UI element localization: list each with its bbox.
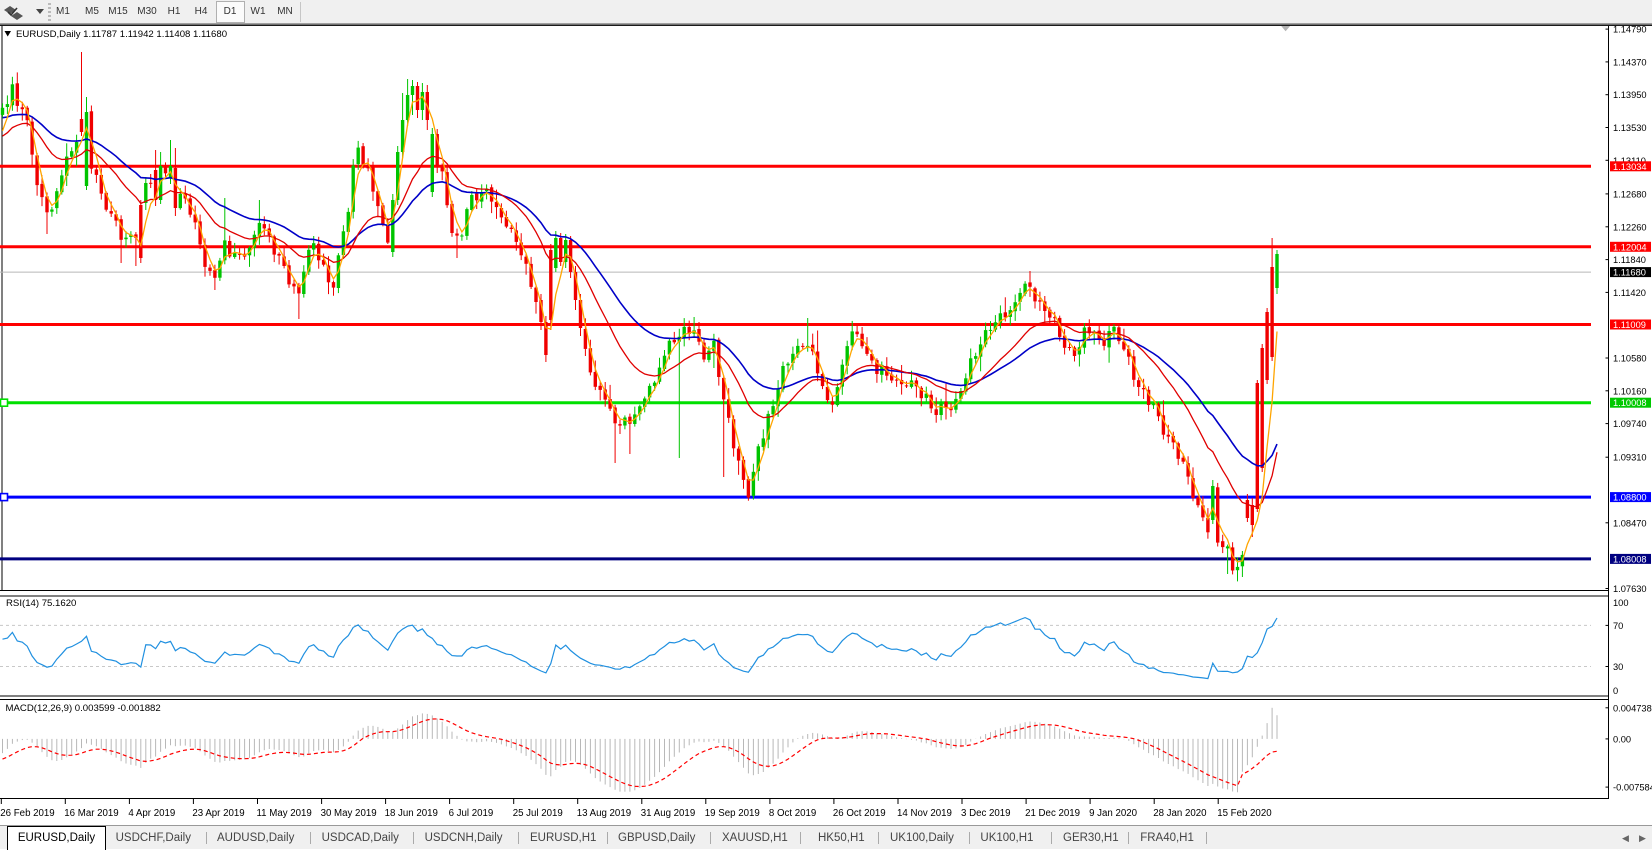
svg-text:0.00: 0.00: [1613, 734, 1631, 744]
svg-text:MACD(12,26,9) 0.003599 -0.0018: MACD(12,26,9) 0.003599 -0.001882: [6, 703, 161, 714]
svg-text:EURUSD,Daily 1.11787 1.11942: EURUSD,Daily 1.11787 1.11942 1.11408 1.1…: [16, 29, 227, 40]
svg-text:1.09740: 1.09740: [1613, 419, 1647, 429]
svg-text:18 Jun 2019: 18 Jun 2019: [385, 808, 438, 819]
svg-text:14 Nov 2019: 14 Nov 2019: [897, 808, 952, 819]
svg-text:1.08008: 1.08008: [1613, 554, 1647, 564]
svg-text:6 Jul 2019: 6 Jul 2019: [449, 808, 494, 819]
svg-text:30 May 2019: 30 May 2019: [321, 808, 377, 819]
svg-text:25 Jul 2019: 25 Jul 2019: [513, 808, 563, 819]
svg-text:1.13110: 1.13110: [1613, 156, 1646, 166]
svg-text:1.14790: 1.14790: [1613, 25, 1647, 35]
svg-text:1.12680: 1.12680: [1613, 189, 1647, 199]
svg-text:1.13034: 1.13034: [1613, 162, 1647, 172]
svg-text:31 Aug 2019: 31 Aug 2019: [641, 808, 695, 819]
svg-text:1.10580: 1.10580: [1613, 354, 1647, 364]
svg-text:23 Apr 2019: 23 Apr 2019: [192, 808, 244, 819]
svg-text:1.13530: 1.13530: [1613, 123, 1647, 133]
svg-text:28 Jan 2020: 28 Jan 2020: [1153, 808, 1207, 819]
svg-text:1.09310: 1.09310: [1613, 453, 1647, 463]
svg-text:1.11680: 1.11680: [1613, 268, 1646, 278]
svg-text:15 Feb 2020: 15 Feb 2020: [1217, 808, 1272, 819]
svg-text:1.08800: 1.08800: [1613, 493, 1647, 503]
svg-text:0.004738: 0.004738: [1613, 703, 1652, 713]
svg-text:1.07630: 1.07630: [1613, 584, 1647, 594]
svg-text:1.12004: 1.12004: [1613, 242, 1647, 252]
svg-text:1.14370: 1.14370: [1613, 57, 1647, 67]
svg-text:13 Aug 2019: 13 Aug 2019: [577, 808, 631, 819]
svg-text:8 Oct 2019: 8 Oct 2019: [769, 808, 816, 819]
svg-text:4 Apr 2019: 4 Apr 2019: [128, 808, 175, 819]
svg-text:0: 0: [1613, 686, 1618, 696]
svg-text:1.08470: 1.08470: [1613, 518, 1647, 528]
svg-text:30: 30: [1613, 662, 1623, 672]
svg-text:1.10008: 1.10008: [1613, 398, 1647, 408]
svg-text:1.11840: 1.11840: [1613, 255, 1646, 265]
svg-text:3 Dec 2019: 3 Dec 2019: [961, 808, 1011, 819]
svg-text:100: 100: [1613, 598, 1629, 608]
svg-text:1.12260: 1.12260: [1613, 222, 1647, 232]
svg-text:26 Oct 2019: 26 Oct 2019: [833, 808, 886, 819]
svg-text:1.10160: 1.10160: [1613, 386, 1647, 396]
svg-text:1.13950: 1.13950: [1613, 90, 1647, 100]
svg-text:1.11009: 1.11009: [1613, 320, 1646, 330]
svg-text:70: 70: [1613, 621, 1623, 631]
svg-text:1.11420: 1.11420: [1613, 288, 1646, 298]
svg-text:16 Mar 2019: 16 Mar 2019: [64, 808, 118, 819]
svg-text:19 Sep 2019: 19 Sep 2019: [705, 808, 760, 819]
svg-text:21 Dec 2019: 21 Dec 2019: [1025, 808, 1080, 819]
svg-text:11 May 2019: 11 May 2019: [257, 808, 312, 819]
svg-text:-0.007584: -0.007584: [1613, 783, 1652, 793]
svg-text:RSI(14) 75.1620: RSI(14) 75.1620: [6, 598, 76, 609]
svg-text:26 Feb 2019: 26 Feb 2019: [0, 808, 54, 819]
svg-text:9 Jan 2020: 9 Jan 2020: [1089, 808, 1138, 819]
